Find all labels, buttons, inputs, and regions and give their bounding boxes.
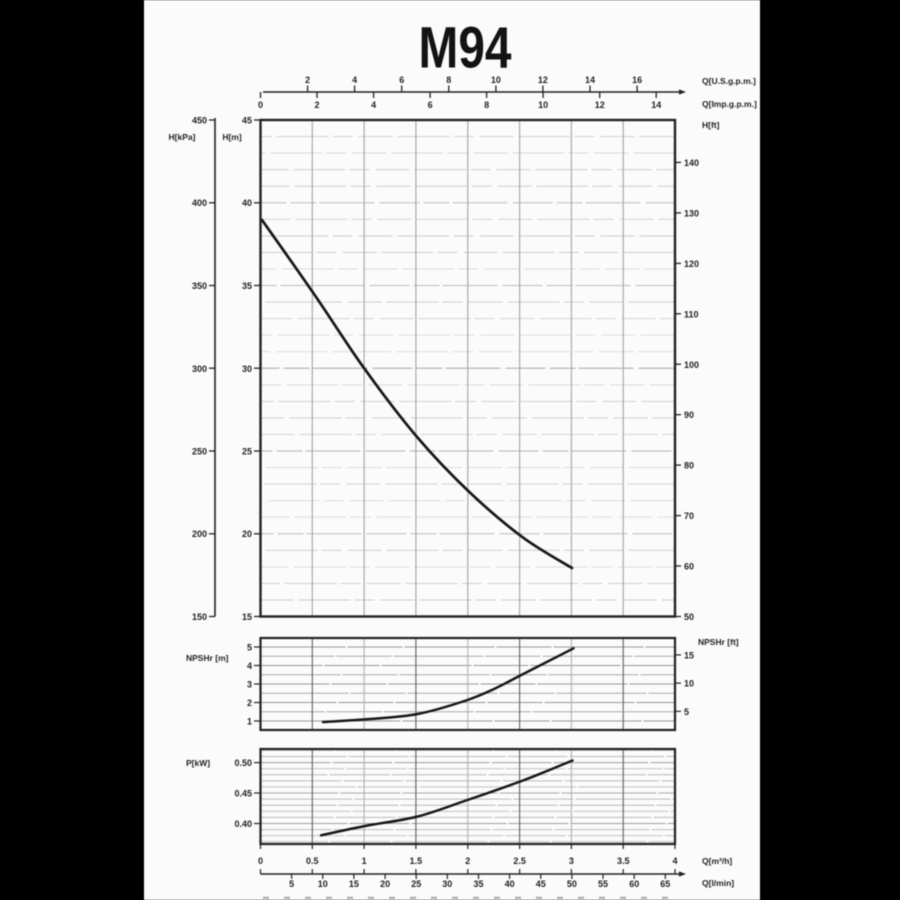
svg-text:130: 130 — [684, 208, 699, 218]
svg-text:1.5: 1.5 — [410, 856, 423, 866]
svg-text:14: 14 — [585, 75, 595, 85]
svg-text:1: 1 — [362, 856, 367, 866]
svg-text:120: 120 — [684, 259, 699, 269]
svg-text:6: 6 — [399, 75, 404, 85]
svg-text:0: 0 — [258, 856, 263, 866]
svg-text:3: 3 — [247, 680, 252, 690]
svg-text:35: 35 — [473, 879, 483, 889]
svg-text:35: 35 — [242, 281, 252, 291]
svg-text:2: 2 — [314, 100, 319, 110]
svg-text:2: 2 — [465, 856, 470, 866]
svg-text:25: 25 — [242, 447, 252, 457]
svg-text:5: 5 — [247, 643, 252, 653]
svg-text:60: 60 — [629, 879, 639, 889]
svg-text:0.50: 0.50 — [234, 758, 252, 768]
svg-text:45: 45 — [242, 116, 252, 126]
svg-text:300: 300 — [192, 364, 207, 374]
svg-text:3.5: 3.5 — [617, 856, 630, 866]
svg-text:12: 12 — [538, 75, 548, 85]
svg-text:Q[Imp.g.p.m.]: Q[Imp.g.p.m.] — [702, 99, 757, 109]
svg-text:Q[m³/h]: Q[m³/h] — [702, 856, 732, 866]
svg-text:25: 25 — [411, 879, 421, 889]
svg-text:3: 3 — [569, 856, 574, 866]
svg-text:10: 10 — [318, 879, 328, 889]
svg-text:Q[U.S.g.p.m.]: Q[U.S.g.p.m.] — [702, 76, 756, 86]
svg-text:2: 2 — [305, 75, 310, 85]
svg-text:14: 14 — [651, 100, 661, 110]
svg-text:0.40: 0.40 — [234, 819, 252, 829]
svg-text:4: 4 — [371, 100, 376, 110]
svg-text:150: 150 — [192, 612, 207, 622]
svg-text:NPSHr [ft]: NPSHr [ft] — [698, 637, 739, 647]
svg-text:15: 15 — [242, 612, 252, 622]
svg-text:30: 30 — [442, 879, 452, 889]
svg-text:M94: M94 — [419, 16, 512, 81]
svg-text:8: 8 — [484, 100, 489, 110]
svg-text:6: 6 — [428, 100, 433, 110]
svg-text:5: 5 — [289, 879, 294, 889]
svg-text:40: 40 — [505, 879, 515, 889]
svg-text:450: 450 — [192, 116, 207, 126]
svg-text:250: 250 — [192, 447, 207, 457]
svg-text:20: 20 — [380, 879, 390, 889]
svg-text:45: 45 — [536, 879, 546, 889]
svg-text:15: 15 — [684, 650, 694, 660]
svg-text:2.5: 2.5 — [513, 856, 526, 866]
svg-text:0: 0 — [258, 100, 263, 110]
svg-text:1: 1 — [247, 717, 252, 727]
svg-text:350: 350 — [192, 281, 207, 291]
svg-text:55: 55 — [598, 879, 608, 889]
svg-text:4: 4 — [352, 75, 357, 85]
svg-text:P[kW]: P[kW] — [186, 758, 210, 768]
svg-text:H[ft]: H[ft] — [702, 120, 720, 130]
svg-text:10: 10 — [538, 100, 548, 110]
svg-text:12: 12 — [595, 100, 605, 110]
svg-text:60: 60 — [684, 562, 694, 572]
svg-text:H[kPa]: H[kPa] — [169, 132, 196, 142]
svg-text:16: 16 — [632, 75, 642, 85]
svg-text:Q[l/min]: Q[l/min] — [702, 878, 734, 888]
svg-text:4: 4 — [247, 661, 252, 671]
svg-text:70: 70 — [684, 511, 694, 521]
svg-text:140: 140 — [684, 158, 699, 168]
svg-text:5: 5 — [684, 707, 689, 717]
svg-text:0.45: 0.45 — [234, 789, 252, 799]
svg-text:0.5: 0.5 — [306, 856, 319, 866]
svg-text:10: 10 — [684, 679, 694, 689]
svg-text:2: 2 — [247, 698, 252, 708]
svg-text:NPSHr [m]: NPSHr [m] — [186, 653, 229, 663]
svg-text:400: 400 — [192, 198, 207, 208]
svg-text:50: 50 — [567, 879, 577, 889]
svg-text:10: 10 — [491, 75, 501, 85]
svg-text:8: 8 — [446, 75, 451, 85]
svg-text:80: 80 — [684, 461, 694, 471]
svg-text:30: 30 — [242, 364, 252, 374]
svg-text:40: 40 — [242, 198, 252, 208]
svg-text:100: 100 — [684, 360, 699, 370]
svg-text:4: 4 — [672, 856, 677, 866]
svg-text:50: 50 — [684, 612, 694, 622]
svg-text:15: 15 — [349, 879, 359, 889]
svg-text:110: 110 — [684, 309, 699, 319]
svg-text:200: 200 — [192, 529, 207, 539]
svg-text:65: 65 — [660, 879, 670, 889]
svg-text:90: 90 — [684, 410, 694, 420]
svg-text:20: 20 — [242, 529, 252, 539]
svg-text:H[m]: H[m] — [222, 132, 242, 142]
